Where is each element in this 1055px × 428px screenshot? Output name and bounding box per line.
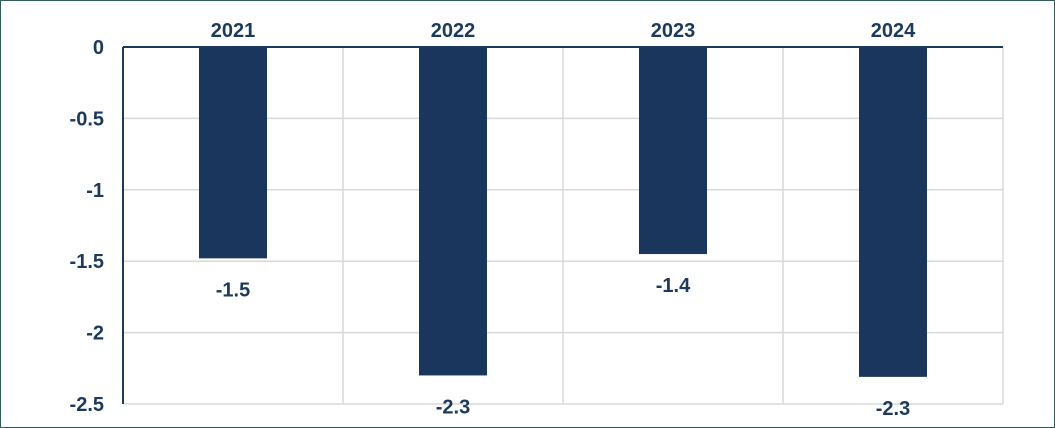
bar-2021	[199, 47, 267, 259]
bar-2024	[859, 47, 927, 377]
bar-2022	[419, 47, 487, 376]
x-category-label: 2022	[431, 20, 476, 42]
y-tick-label: 0	[93, 37, 104, 59]
data-label: -1.5	[216, 279, 250, 301]
bar-2023	[639, 47, 707, 255]
data-label: -1.4	[656, 275, 691, 297]
gridlines	[123, 47, 1004, 405]
bars	[199, 47, 927, 377]
y-tick-label: -1.5	[70, 251, 104, 273]
y-tick-label: -2.5	[70, 394, 104, 416]
y-tick-label: -0.5	[70, 108, 104, 130]
y-tick-label: -2	[86, 323, 104, 345]
x-category-label: 2024	[871, 20, 916, 42]
data-label: -2.3	[876, 398, 910, 420]
y-tick-label: -1	[86, 180, 104, 202]
axes	[122, 46, 1003, 404]
labels: 0 -0.5 -1 -1.5 -2 -2.5 2021 -1.5 2022 -2.3 2023 -1.…	[70, 20, 917, 420]
data-label: -2.3	[436, 396, 470, 418]
x-category-label: 2021	[211, 20, 256, 42]
x-category-label: 2023	[651, 20, 696, 42]
